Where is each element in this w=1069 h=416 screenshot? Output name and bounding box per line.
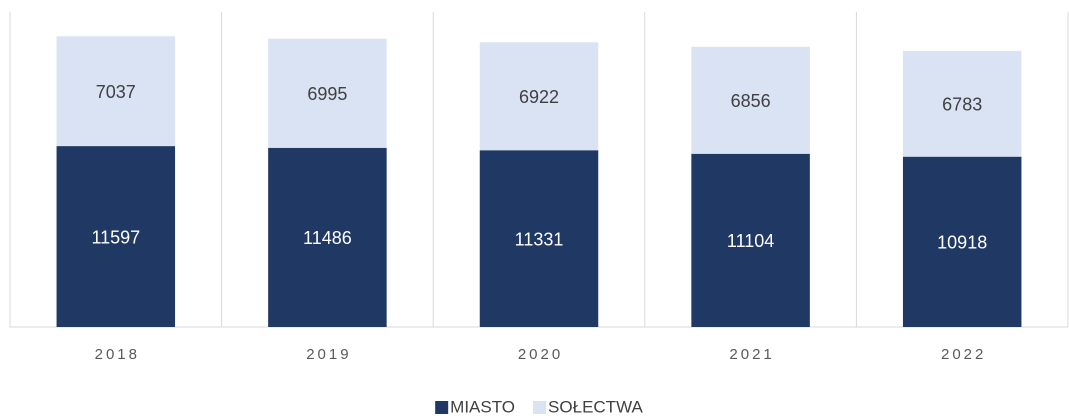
bar-segment — [56, 36, 176, 147]
x-tick-label: 2021 — [729, 346, 774, 363]
data-label: 6783 — [942, 95, 982, 115]
data-label: 11104 — [727, 231, 774, 251]
bar-segment — [691, 153, 810, 327]
bar-segment — [479, 42, 599, 151]
data-label: 6995 — [307, 84, 347, 104]
x-tick-label: 2018 — [95, 346, 140, 363]
data-label: 6856 — [731, 91, 771, 111]
bar-segment — [691, 46, 810, 154]
bar-segment — [268, 38, 387, 148]
bar-segment — [268, 147, 387, 327]
x-tick-label: 2022 — [941, 346, 986, 363]
legend-swatch — [533, 401, 547, 414]
legend-label: SOŁECTWA — [548, 397, 643, 416]
data-label: 10918 — [937, 233, 987, 253]
x-tick-label: 2020 — [518, 346, 563, 363]
legend-label: MIASTO — [450, 397, 515, 416]
bar-segment — [479, 150, 599, 327]
legend-swatch — [435, 401, 449, 414]
x-tick-label: 2019 — [306, 346, 351, 363]
data-label: 11331 — [515, 229, 564, 249]
data-label: 6922 — [519, 87, 559, 107]
data-label: 11597 — [91, 227, 140, 247]
bar-segment — [56, 146, 176, 327]
bar-segment — [902, 156, 1022, 327]
data-label: 7037 — [96, 82, 136, 102]
bar-segment — [902, 50, 1022, 157]
data-label: 11486 — [303, 228, 352, 248]
